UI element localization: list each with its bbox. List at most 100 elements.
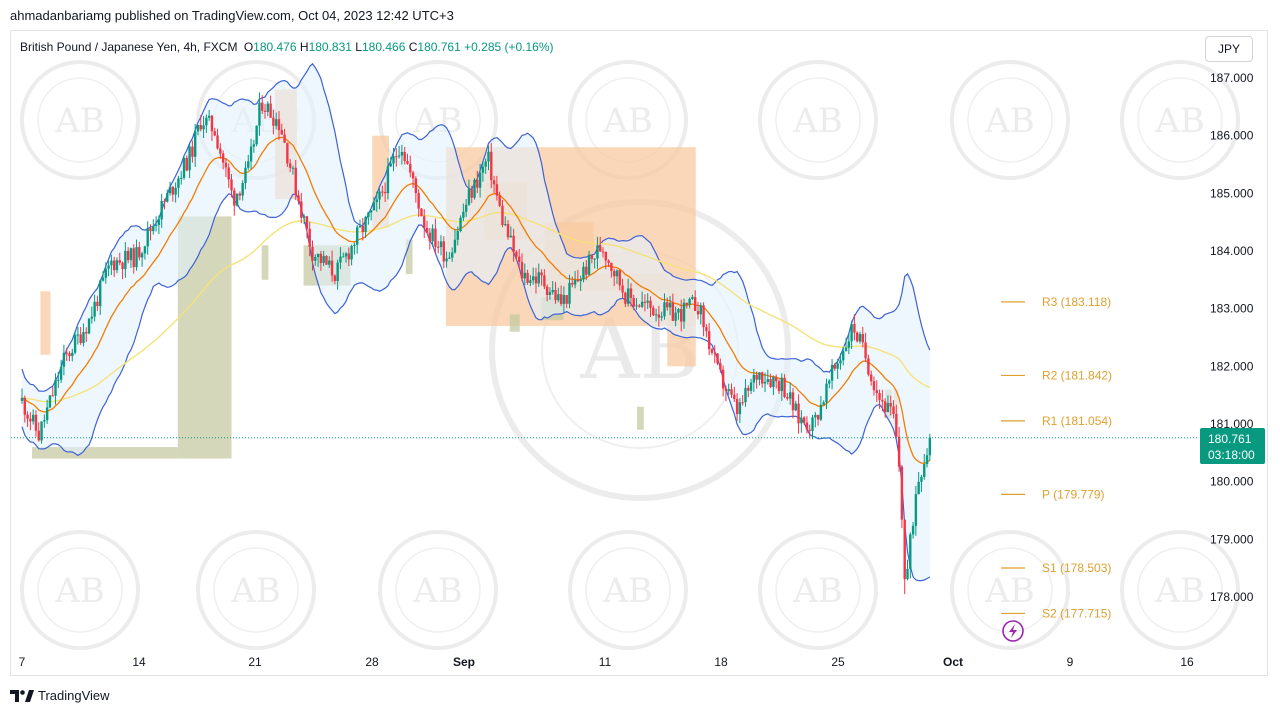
watermark-inner-ring bbox=[1137, 77, 1223, 163]
candle-body bbox=[434, 228, 437, 247]
candle-body bbox=[59, 366, 63, 380]
watermark-inner-ring bbox=[585, 547, 671, 633]
candle-body bbox=[657, 314, 661, 318]
watermark-text: AB bbox=[54, 571, 105, 611]
watermark-text: AB bbox=[792, 571, 843, 611]
candle-body bbox=[559, 294, 563, 304]
candle-body bbox=[590, 254, 594, 259]
candle-body bbox=[920, 476, 923, 482]
candle-body bbox=[297, 195, 300, 202]
candle-body bbox=[381, 191, 384, 193]
candle-body bbox=[263, 110, 267, 112]
candle-body bbox=[302, 216, 306, 218]
candle-body bbox=[802, 417, 806, 423]
watermark-text: AB bbox=[984, 101, 1035, 141]
watermark-text: AB bbox=[602, 571, 653, 611]
lower-band-line bbox=[21, 193, 931, 582]
supply-zone bbox=[40, 291, 51, 355]
candle-body bbox=[104, 268, 107, 278]
candle-body bbox=[599, 245, 602, 252]
candle-body bbox=[425, 227, 429, 233]
candle-body bbox=[652, 307, 655, 316]
candle-body bbox=[283, 134, 286, 143]
candle-body bbox=[233, 190, 236, 206]
candle-body bbox=[107, 265, 110, 269]
candle-body bbox=[775, 377, 778, 382]
candle-body bbox=[691, 297, 694, 299]
watermark-ring bbox=[1120, 60, 1240, 180]
candle-body bbox=[168, 186, 172, 194]
candle-body bbox=[797, 403, 800, 424]
candle-body bbox=[45, 407, 49, 421]
candle-body bbox=[761, 372, 764, 384]
currency-button[interactable]: JPY bbox=[1205, 36, 1253, 62]
candle-body bbox=[280, 130, 283, 135]
candle-body bbox=[607, 260, 610, 263]
candle-body bbox=[221, 153, 225, 163]
candle-body bbox=[638, 305, 641, 307]
candle-body bbox=[99, 280, 102, 307]
candle-body bbox=[96, 301, 99, 307]
watermark-ring bbox=[20, 530, 140, 650]
candle-body bbox=[828, 380, 831, 384]
candle-body bbox=[646, 300, 649, 303]
candle-body bbox=[576, 280, 580, 282]
candle-body bbox=[185, 157, 189, 171]
candle-body bbox=[543, 275, 546, 287]
candle-body bbox=[196, 125, 200, 132]
candle-body bbox=[409, 163, 412, 173]
candle-body bbox=[551, 289, 554, 293]
watermark-inner-ring bbox=[775, 77, 861, 163]
watermark-seal: AB bbox=[568, 530, 688, 650]
candle-body bbox=[406, 161, 409, 164]
candle-body bbox=[157, 219, 161, 225]
candle-body bbox=[291, 167, 295, 169]
price-tag-box bbox=[1200, 428, 1265, 464]
candle-body bbox=[925, 455, 929, 465]
candle-body bbox=[903, 519, 906, 580]
candle-body bbox=[587, 254, 591, 275]
price-tick-label: 183.000 bbox=[1210, 302, 1254, 316]
candle-body bbox=[643, 301, 647, 303]
candle-body bbox=[501, 205, 504, 226]
candle-body bbox=[741, 402, 744, 404]
candle-body bbox=[534, 276, 538, 284]
pivot-label: P (179.779) bbox=[1042, 487, 1105, 501]
time-tick-label: 11 bbox=[599, 655, 612, 669]
high-label: H bbox=[299, 40, 309, 54]
candle-body bbox=[800, 417, 803, 424]
watermark-seal: AB bbox=[1120, 60, 1240, 180]
candle-body bbox=[705, 327, 708, 332]
candle-body bbox=[666, 302, 669, 308]
candle-body bbox=[677, 309, 680, 313]
time-axis[interactable]: 7 14 21 28 Sep 11 18 25 Oct 9 16 bbox=[19, 655, 1194, 669]
candle-body bbox=[294, 167, 297, 196]
candle-body bbox=[456, 230, 459, 240]
candle-body bbox=[31, 414, 35, 422]
price-axis[interactable]: 187.000 186.000 185.000 184.000 183.000 182.0… bbox=[1210, 71, 1254, 604]
candle-body bbox=[199, 125, 202, 130]
candle-body bbox=[554, 289, 557, 301]
watermark-inner-ring bbox=[967, 77, 1053, 163]
symbol-legend: British Pound / Japanese Yen, 4h, FXCM O… bbox=[20, 40, 554, 54]
price-tick-label: 179.000 bbox=[1210, 532, 1254, 546]
candle-body bbox=[626, 288, 630, 304]
candle-body bbox=[585, 266, 588, 275]
candle-body bbox=[571, 282, 574, 285]
footer-brand[interactable]: TradingView bbox=[10, 688, 110, 703]
alert-icon[interactable] bbox=[1002, 620, 1024, 642]
watermark-text: AB bbox=[1154, 101, 1205, 141]
candle-body bbox=[224, 162, 228, 168]
candle-body bbox=[878, 392, 881, 400]
time-tick-label: 7 bbox=[19, 655, 26, 669]
candle-body bbox=[442, 241, 445, 262]
candle-body bbox=[682, 302, 686, 322]
candle-body bbox=[87, 318, 91, 334]
candle-body bbox=[347, 253, 351, 260]
candle-body bbox=[423, 216, 426, 228]
candle-body bbox=[758, 372, 761, 380]
candle-body bbox=[473, 179, 476, 198]
candle-body bbox=[319, 253, 323, 263]
candle-body bbox=[230, 179, 233, 191]
